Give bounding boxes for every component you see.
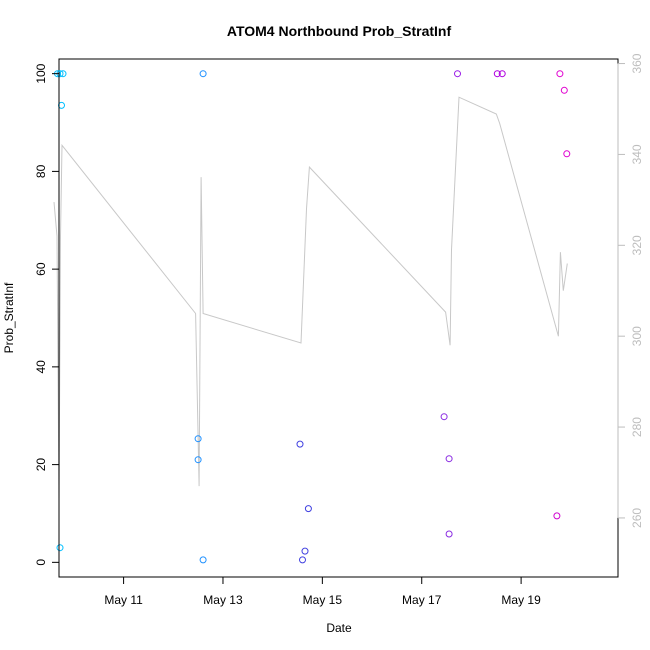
x-tick-label: May 17 <box>402 593 442 607</box>
data-point-9 <box>296 440 304 448</box>
y-tick-label: 80 <box>34 164 48 178</box>
data-point-6 <box>194 435 202 443</box>
y-tick-label: 40 <box>34 360 48 374</box>
y-tick-label: 60 <box>34 262 48 276</box>
x-axis: May 11 May 13 May 15 May 17 May 19 <box>104 576 541 607</box>
secondary-line-layer <box>53 96 568 500</box>
secondary-y-tick-label: 260 <box>630 508 644 528</box>
data-point-22 <box>563 150 571 158</box>
secondary-y-axis: 260 280 300 320 340 360 <box>617 53 644 528</box>
x-axis-label: Date <box>326 621 352 635</box>
data-point-4 <box>56 544 64 552</box>
chart-title: ATOM4 Northbound Prob_StratInf <box>227 23 452 39</box>
y-tick-label: 100 <box>34 63 48 83</box>
data-point-11 <box>301 547 309 555</box>
data-point-7 <box>199 70 207 78</box>
data-point-16 <box>454 70 461 78</box>
data-point-8 <box>199 556 207 564</box>
secondary-y-tick-label: 320 <box>630 235 644 255</box>
data-point-10 <box>299 556 306 564</box>
secondary-y-tick-label: 340 <box>630 144 644 164</box>
data-point-5 <box>194 456 202 464</box>
data-point-18 <box>498 70 506 78</box>
data-point-15 <box>445 530 453 538</box>
y-tick-label: 0 <box>34 559 48 566</box>
data-point-13 <box>440 413 448 421</box>
data-point-21 <box>560 86 568 94</box>
x-tick-label: May 13 <box>203 593 243 607</box>
y-tick-label: 20 <box>34 458 48 472</box>
data-point-17 <box>493 70 501 78</box>
x-tick-label: May 19 <box>501 593 541 607</box>
secondary-y-tick-label: 300 <box>630 326 644 346</box>
secondary-y-tick-label: 280 <box>630 417 644 437</box>
data-point-19 <box>553 512 561 520</box>
data-point-14 <box>445 455 453 463</box>
data-point-3 <box>59 70 67 78</box>
y-axis-label: Prob_StratInf <box>2 282 16 353</box>
points-layer <box>54 70 571 564</box>
data-point-12 <box>304 505 312 513</box>
x-tick-label: May 15 <box>303 593 343 607</box>
x-tick-label: May 11 <box>104 593 143 607</box>
secondary-y-tick-label: 360 <box>630 53 644 73</box>
secondary-series-line <box>53 96 568 500</box>
data-point-20 <box>556 70 564 78</box>
y-axis: 0 20 40 60 80 100 <box>34 63 60 566</box>
plot-frame <box>58 58 619 578</box>
